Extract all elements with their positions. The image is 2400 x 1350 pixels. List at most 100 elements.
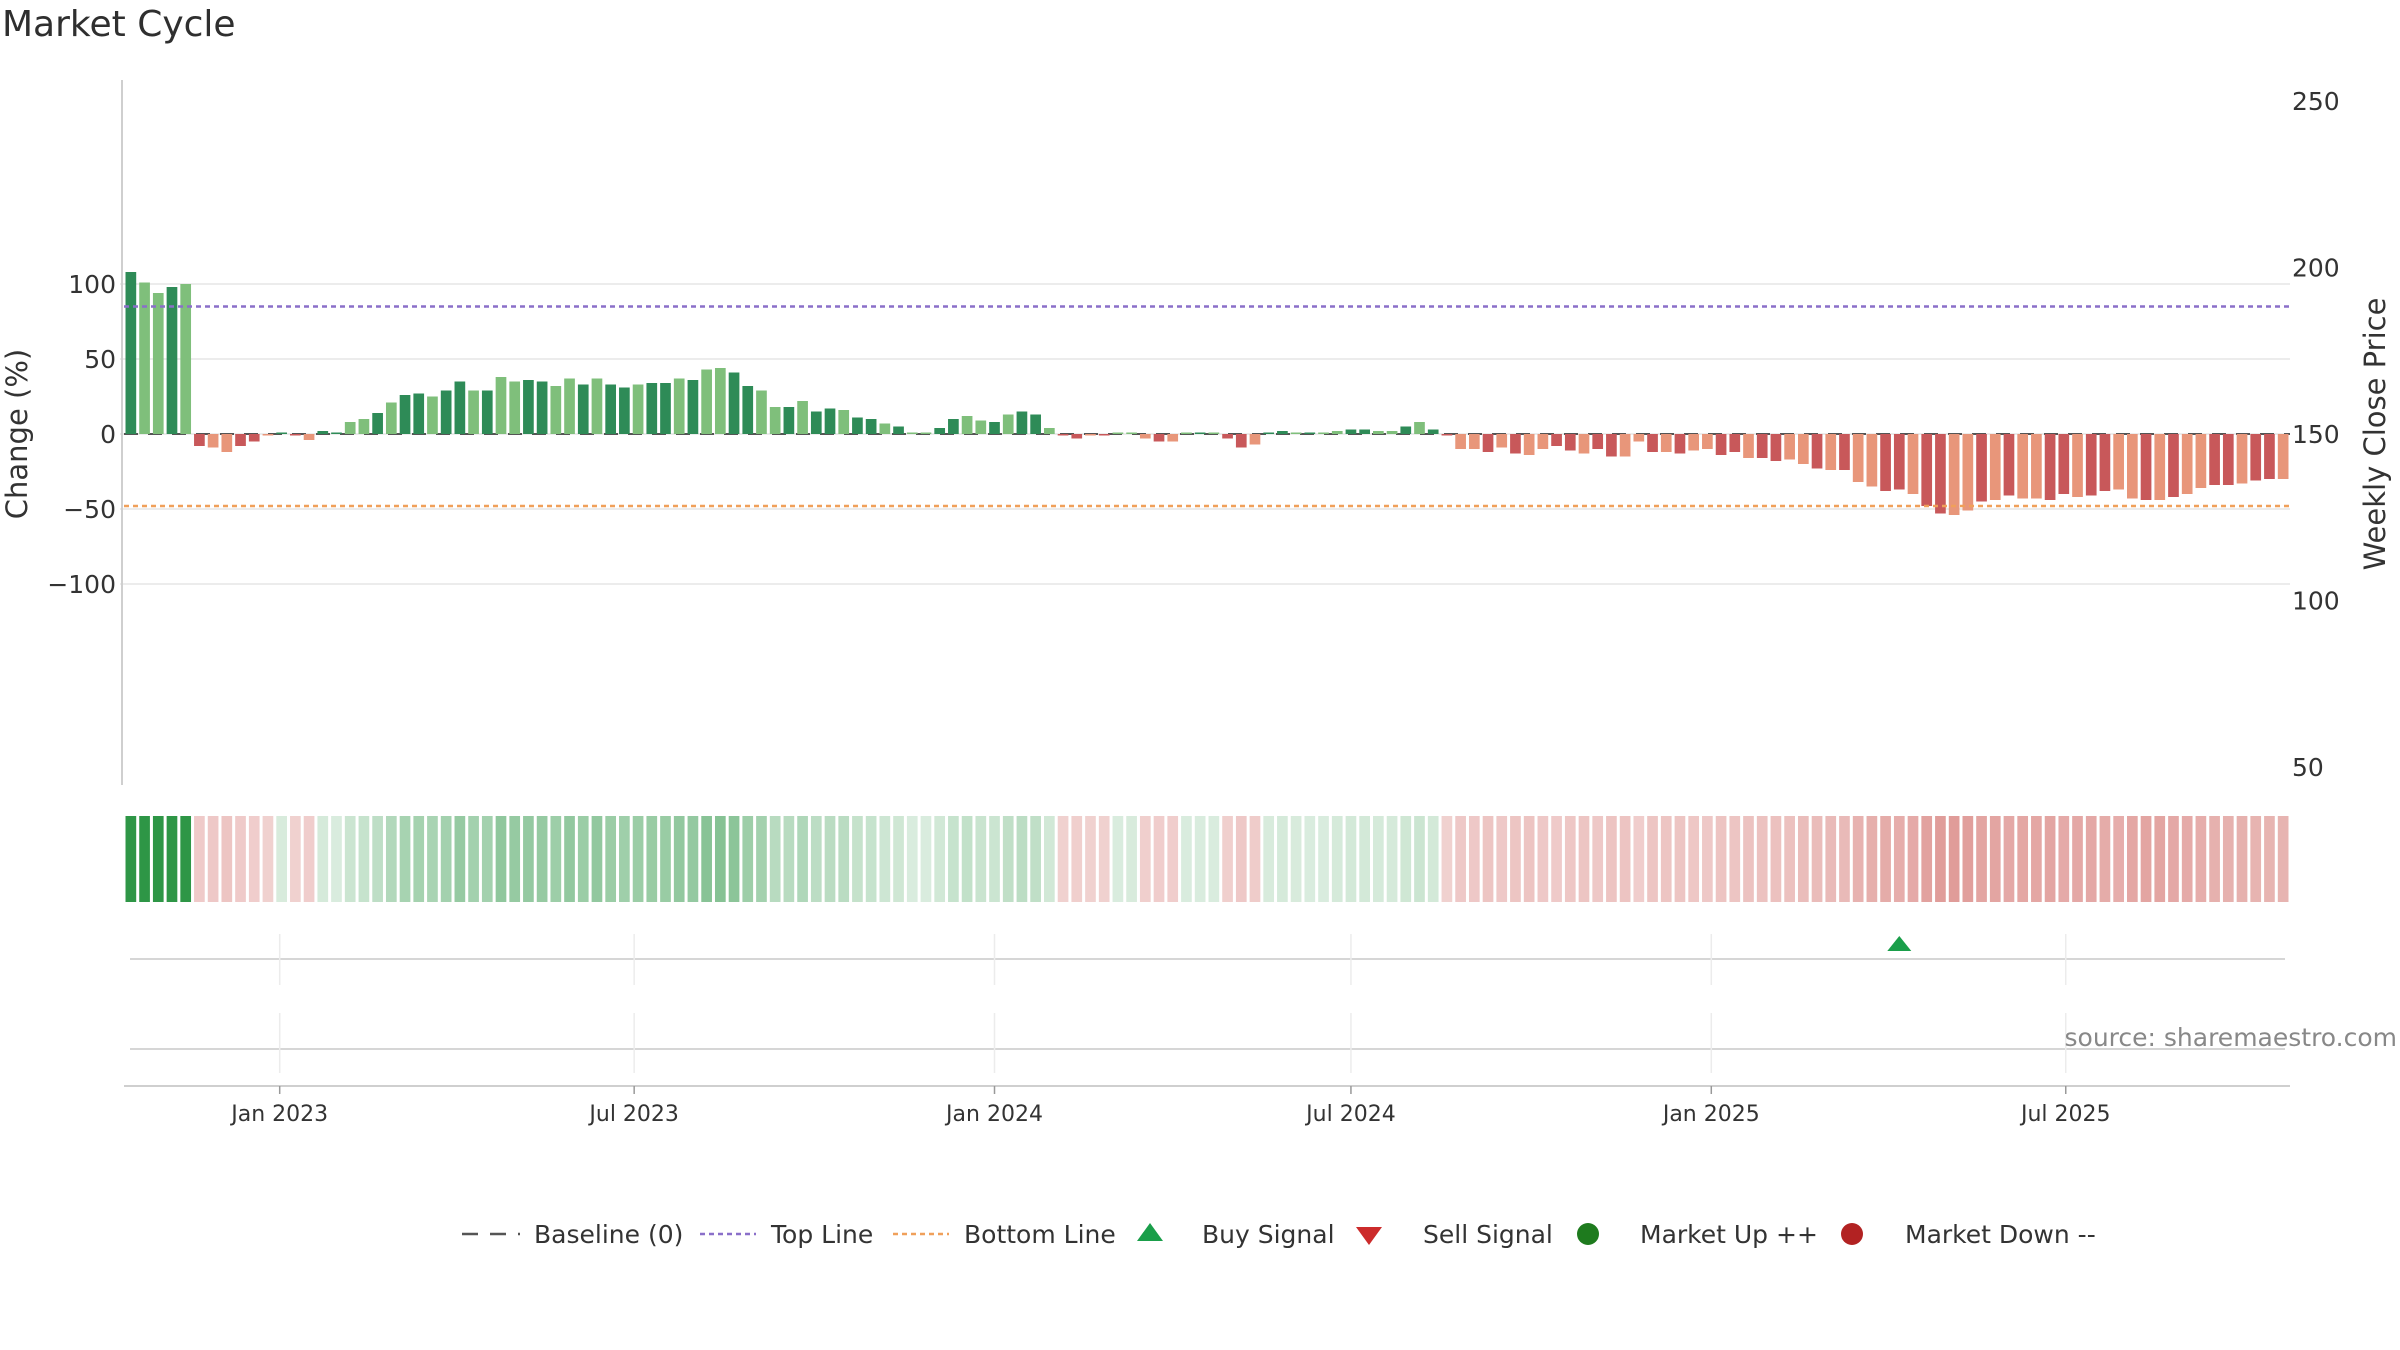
x-tick-label: Jul 2024	[1304, 1102, 1396, 1127]
heat-cell	[1194, 816, 1206, 902]
legend: Baseline (0) Top Line Bottom Line Buy Signa…	[462, 1220, 2096, 1249]
bar	[948, 419, 959, 434]
bar	[1194, 432, 1206, 434]
heat-cell	[523, 816, 534, 902]
heat-cell	[1564, 816, 1576, 902]
heat-cell	[1839, 816, 1850, 902]
heat-cell	[948, 816, 959, 902]
bar	[2099, 434, 2111, 491]
bar	[1523, 434, 1535, 455]
y-right-tick-label: 100	[2292, 587, 2340, 616]
heat-cell	[2085, 816, 2097, 902]
legend-swatch-sell	[1356, 1227, 1382, 1245]
heat-cell	[1619, 816, 1631, 902]
bar	[701, 369, 712, 434]
heat-cell	[1921, 816, 1933, 902]
bar	[194, 434, 205, 446]
legend-swatch-market-up	[1577, 1223, 1599, 1245]
heat-cell	[1674, 816, 1686, 902]
heat-cell	[920, 816, 932, 902]
heat-cell	[2058, 816, 2070, 902]
bar	[1839, 434, 1850, 470]
bar	[2236, 434, 2248, 484]
heat-cell	[1181, 816, 1192, 902]
heat-cell	[1770, 816, 1782, 902]
bar	[1318, 432, 1329, 434]
heat-cell	[2017, 816, 2029, 902]
bar	[2127, 434, 2138, 499]
heat-cell	[1427, 816, 1439, 902]
bar	[742, 386, 754, 434]
heat-cell	[838, 816, 850, 902]
heat-cell	[536, 816, 548, 902]
bar	[1866, 434, 1878, 487]
bar	[413, 393, 425, 434]
bar	[1907, 434, 1919, 494]
heat-cell	[961, 816, 973, 902]
x-tick-label: Jan 2025	[1661, 1102, 1760, 1127]
bar	[2264, 434, 2275, 479]
bar	[1852, 434, 1864, 482]
heat-cell	[1578, 816, 1590, 902]
heat-cell	[1510, 816, 1521, 902]
bar	[550, 386, 562, 434]
bar	[1112, 432, 1124, 434]
bar	[893, 426, 904, 434]
bar	[1619, 434, 1631, 457]
heat-cell	[1784, 816, 1795, 902]
bar	[838, 410, 850, 434]
heat-cell	[1715, 816, 1727, 902]
bar	[1743, 434, 1754, 458]
bar	[2058, 434, 2070, 494]
heat-cell	[1441, 816, 1453, 902]
heat-cell	[865, 816, 877, 902]
heat-cell	[1811, 816, 1823, 902]
legend-label: Baseline (0)	[534, 1220, 683, 1249]
bar	[1496, 434, 1508, 448]
bar	[262, 434, 274, 436]
bar	[2181, 434, 2193, 494]
heat-cell	[1085, 816, 1096, 902]
heat-cell	[728, 816, 740, 902]
bar	[2154, 434, 2166, 500]
bar	[1345, 429, 1357, 434]
buy-signal-marker	[1887, 936, 1912, 951]
bar	[207, 434, 219, 448]
bar	[372, 413, 383, 434]
bar	[2168, 434, 2179, 497]
heat-cell	[1139, 816, 1151, 902]
bar	[646, 383, 658, 434]
bar	[1468, 434, 1480, 449]
bar	[166, 287, 178, 434]
bar	[1386, 431, 1398, 434]
heat-cell	[2113, 816, 2124, 902]
bar	[1441, 434, 1453, 436]
heat-cell	[1263, 816, 1275, 902]
x-tick-label: Jul 2023	[587, 1102, 679, 1127]
bar	[1304, 432, 1316, 434]
heat-cell	[1318, 816, 1329, 902]
bar	[358, 419, 370, 434]
heat-cell	[1249, 816, 1261, 902]
heat-cell	[2222, 816, 2234, 902]
bar	[1825, 434, 1837, 470]
bar	[1167, 434, 1179, 442]
bar	[317, 431, 329, 434]
bar	[276, 432, 287, 434]
bar	[495, 377, 507, 434]
bar	[687, 380, 699, 434]
heat-cell	[427, 816, 438, 902]
bar	[2017, 434, 2029, 499]
bar	[1784, 434, 1795, 460]
bar	[591, 378, 603, 434]
y-right-tick-label: 50	[2292, 753, 2324, 782]
x-tick-label: Jan 2023	[229, 1102, 328, 1127]
heat-cell	[810, 816, 822, 902]
heat-cell	[454, 816, 466, 902]
heat-cell	[591, 816, 603, 902]
bar	[2085, 434, 2097, 496]
heat-cell	[1235, 816, 1247, 902]
heat-cell	[221, 816, 233, 902]
legend-swatch-buy	[1137, 1223, 1163, 1241]
heat-cell	[1290, 816, 1302, 902]
